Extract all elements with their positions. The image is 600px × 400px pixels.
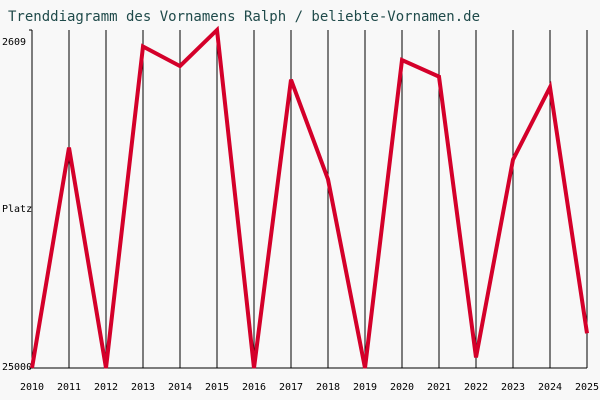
x-tick-label: 2017 (279, 382, 303, 393)
x-tick-label: 2020 (390, 382, 414, 393)
x-tick-label: 2018 (316, 382, 340, 393)
x-tick-label: 2015 (205, 382, 229, 393)
x-tick-label: 2013 (131, 382, 155, 393)
x-tick-label: 2025 (575, 382, 599, 393)
x-tick-label: 2023 (501, 382, 525, 393)
x-tick-label: 2010 (20, 382, 44, 393)
x-tick-label: 2011 (57, 382, 81, 393)
chart-title: Trenddiagramm des Vornamens Ralph / beli… (8, 9, 480, 25)
y-tick-label: 25000 (2, 362, 32, 373)
y-axis-label: Platz (2, 204, 32, 215)
x-tick-label: 2016 (242, 382, 266, 393)
x-tick-label: 2022 (464, 382, 488, 393)
x-tick-label: 2014 (168, 382, 192, 393)
line (30, 25, 589, 369)
y-tick-label: 2609 (2, 37, 26, 48)
x-tick-label: 2024 (538, 382, 562, 393)
x-tick-label: 2021 (427, 382, 451, 393)
x-tick-label: 2019 (353, 382, 377, 393)
x-tick-label: 2012 (94, 382, 118, 393)
